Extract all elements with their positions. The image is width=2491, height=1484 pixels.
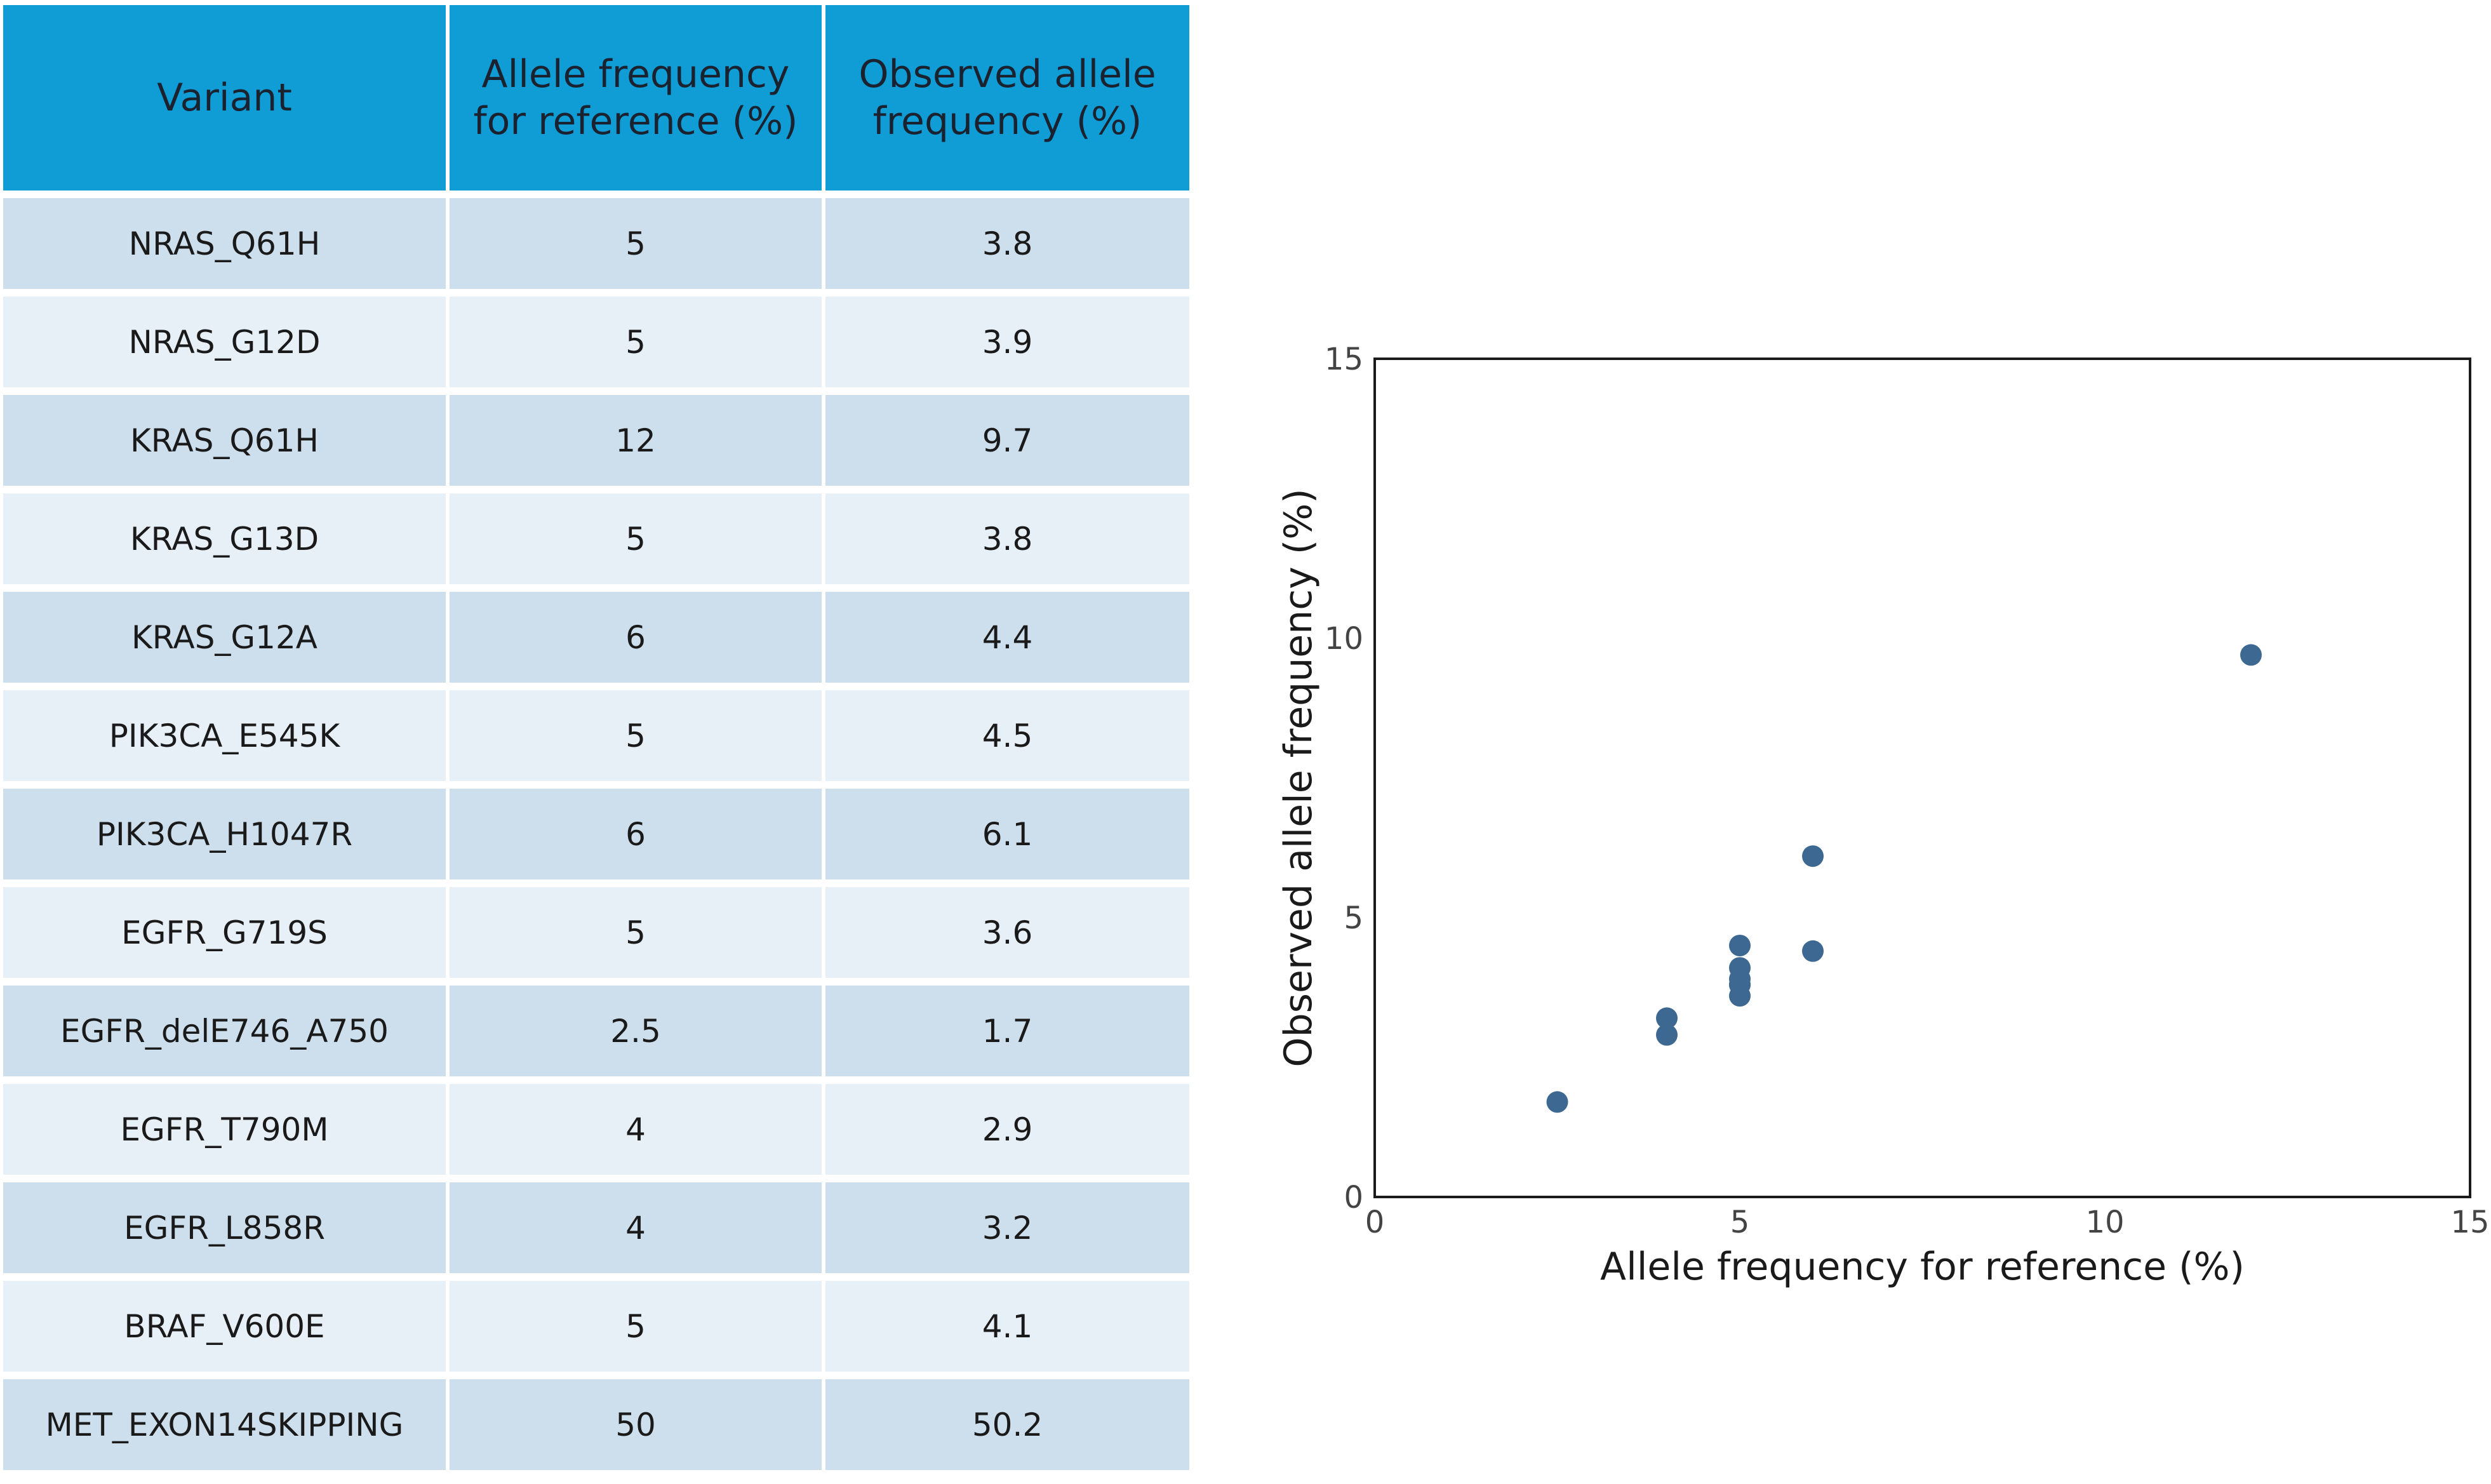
observed-frequency-cell: 1.7 <box>824 982 1189 1084</box>
observed-frequency-cell: 9.7 <box>824 391 1189 493</box>
y-tick-label: 0 <box>1344 1180 1363 1215</box>
observed-frequency-cell: 3.6 <box>824 883 1189 986</box>
variant-cell: EGFR_L858R <box>3 1179 450 1281</box>
data-point <box>1656 1007 1678 1029</box>
data-point <box>1729 957 1751 979</box>
reference-frequency-cell: 5 <box>448 293 825 395</box>
y-tick-label: 15 <box>1325 342 1363 377</box>
table-row: PIK3CA_E545K 5 4.5 <box>3 686 1189 789</box>
variant-cell: BRAF_V600E <box>3 1277 450 1379</box>
data-point <box>1546 1091 1568 1113</box>
data-point <box>1656 1024 1678 1046</box>
observed-frequency-cell: 50.2 <box>824 1375 1189 1478</box>
table-row: EGFR_delE746_A750 2.5 1.7 <box>3 982 1189 1084</box>
table-row: EGFR_T790M 4 2.9 <box>3 1080 1189 1182</box>
variant-cell: EGFR_delE746_A750 <box>3 982 450 1084</box>
table-row: BRAF_V600E 5 4.1 <box>3 1277 1189 1379</box>
variant-cell: KRAS_G12A <box>3 588 450 690</box>
variant-cell: EGFR_T790M <box>3 1080 450 1182</box>
x-axis-title: Allele frequency for reference (%) <box>1600 1245 2245 1289</box>
data-point <box>1802 940 1824 962</box>
observed-frequency-cell: 6.1 <box>824 785 1189 887</box>
table-row: NRAS_Q61H 5 3.8 <box>3 194 1189 297</box>
y-axis-ticks: 0 5 10 15 <box>1325 342 1363 1215</box>
variant-cell: EGFR_G719S <box>3 883 450 986</box>
header-variant: Variant <box>3 5 450 198</box>
data-point <box>2240 644 2262 666</box>
observed-frequency-cell: 4.5 <box>824 686 1189 789</box>
variant-table: Variant Allele frequency for reference (… <box>3 5 1189 1478</box>
x-tick-label: 10 <box>2085 1205 2124 1240</box>
reference-frequency-cell: 6 <box>448 588 825 690</box>
x-tick-label: 0 <box>1365 1205 1385 1240</box>
table-row: EGFR_G719S 5 3.6 <box>3 883 1189 986</box>
variant-cell: NRAS_Q61H <box>3 194 450 297</box>
reference-frequency-cell: 2.5 <box>448 982 825 1084</box>
observed-frequency-cell: 2.9 <box>824 1080 1189 1182</box>
observed-frequency-cell: 4.4 <box>824 588 1189 690</box>
variant-cell: MET_EXON14SKIPPING <box>3 1375 450 1478</box>
table-row: KRAS_G13D 5 3.8 <box>3 490 1189 592</box>
plot-area-frame <box>1373 358 2471 1198</box>
x-tick-label: 5 <box>1730 1205 1750 1240</box>
table-row: KRAS_G12A 6 4.4 <box>3 588 1189 690</box>
table-row: EGFR_L858R 4 3.2 <box>3 1179 1189 1281</box>
x-tick-label: 15 <box>2450 1205 2489 1240</box>
reference-frequency-cell: 4 <box>448 1179 825 1281</box>
variant-table-container: Variant Allele frequency for reference (… <box>3 5 1189 1478</box>
variant-cell: KRAS_G13D <box>3 490 450 592</box>
reference-frequency-cell: 5 <box>448 1277 825 1379</box>
reference-frequency-cell: 5 <box>448 883 825 986</box>
observed-frequency-cell: 3.8 <box>824 490 1189 592</box>
header-observed-frequency: Observed allele frequency (%) <box>824 5 1189 198</box>
variant-cell: NRAS_G12D <box>3 293 450 395</box>
table-row: PIK3CA_H1047R 6 6.1 <box>3 785 1189 887</box>
variant-cell: PIK3CA_E545K <box>3 686 450 789</box>
data-point <box>1802 845 1824 867</box>
observed-frequency-cell: 3.9 <box>824 293 1189 395</box>
scatter-chart-svg: 0 5 10 15 0 5 10 15 Allele frequency for refer… <box>1276 342 2490 1289</box>
reference-frequency-cell: 50 <box>448 1375 825 1478</box>
header-reference-frequency: Allele frequency for reference (%) <box>448 5 825 198</box>
variant-cell: KRAS_Q61H <box>3 391 450 493</box>
observed-frequency-cell: 4.1 <box>824 1277 1189 1379</box>
reference-frequency-cell: 12 <box>448 391 825 493</box>
reference-frequency-cell: 6 <box>448 785 825 887</box>
reference-frequency-cell: 5 <box>448 686 825 789</box>
table-row: KRAS_Q61H 12 9.7 <box>3 391 1189 493</box>
data-point <box>1729 935 1751 956</box>
y-tick-label: 5 <box>1344 900 1363 936</box>
observed-frequency-cell: 3.8 <box>824 194 1189 297</box>
x-axis-ticks: 0 5 10 15 <box>1365 1205 2490 1240</box>
table-row: NRAS_G12D 5 3.9 <box>3 293 1189 395</box>
data-point <box>1729 985 1751 1007</box>
reference-frequency-cell: 4 <box>448 1080 825 1182</box>
table-header-row: Variant Allele frequency for reference (… <box>3 5 1189 198</box>
scatter-chart: 0 5 10 15 0 5 10 15 Allele frequency for refer… <box>1245 305 2491 1321</box>
data-points <box>1546 644 2262 1113</box>
observed-frequency-cell: 3.2 <box>824 1179 1189 1281</box>
reference-frequency-cell: 5 <box>448 194 825 297</box>
table-row: MET_EXON14SKIPPING 50 50.2 <box>3 1375 1189 1478</box>
reference-frequency-cell: 5 <box>448 490 825 592</box>
y-tick-label: 10 <box>1325 621 1363 657</box>
y-axis-title: Observed allele frequency (%) <box>1276 488 1321 1067</box>
variant-cell: PIK3CA_H1047R <box>3 785 450 887</box>
